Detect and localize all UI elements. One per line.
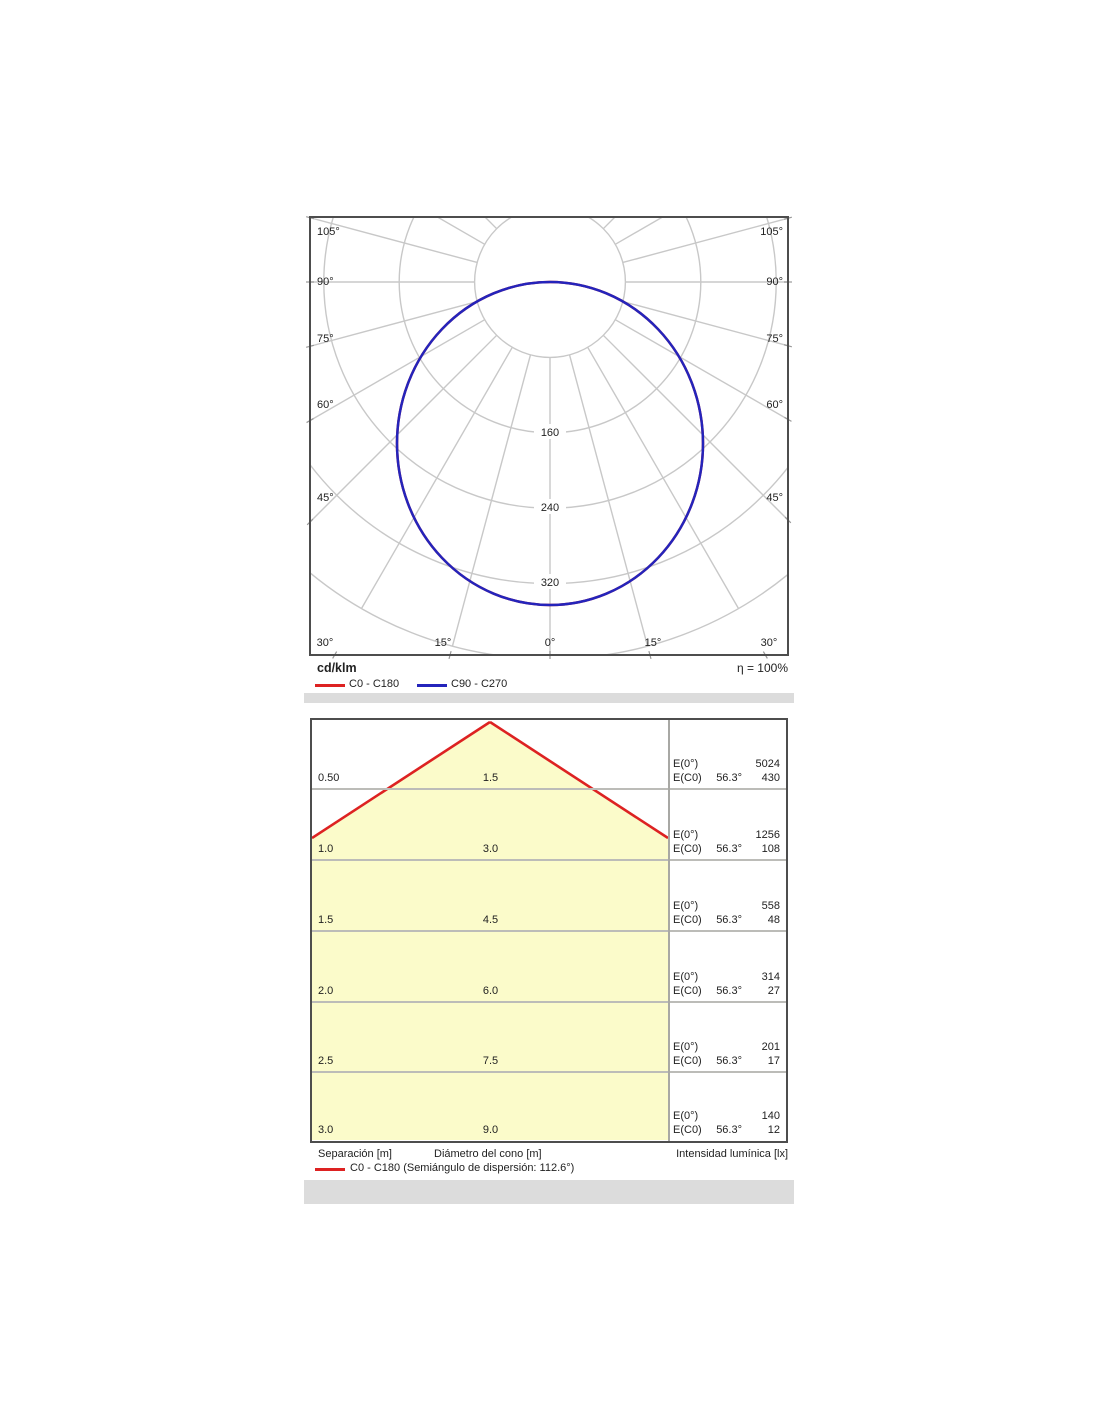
beam-half-angle-value: 56.3° bbox=[716, 985, 742, 997]
polar-unit-label: cd/klm bbox=[317, 661, 357, 675]
e0-label: E(0°) bbox=[673, 1041, 699, 1053]
angle-label-right: 45° bbox=[766, 492, 783, 504]
cone-legend-label: C0 - C180 (Semiángulo de dispersión: 112… bbox=[350, 1162, 575, 1174]
beam-half-angle-value: 56.3° bbox=[716, 914, 742, 926]
angle-label-left: 90° bbox=[317, 276, 334, 288]
row-separator bbox=[312, 788, 786, 790]
beam-edge-left bbox=[312, 720, 491, 840]
legend-swatch-c0-c180 bbox=[315, 684, 345, 687]
ring-value-label: 160 bbox=[541, 427, 559, 439]
diameter-value: 4.5 bbox=[482, 914, 499, 926]
polar-chart-frame bbox=[309, 216, 789, 656]
ec0-label: E(C0) bbox=[673, 985, 702, 997]
cone-diagram-body: 0.50 1.5 E(0°) 5024 E(C0) 56.3° 430 1.0 3.0 E(0°)… bbox=[312, 720, 786, 1141]
row-separator bbox=[312, 930, 786, 932]
ec0-value: 48 bbox=[767, 914, 780, 926]
e0-value: 140 bbox=[761, 1110, 780, 1122]
separation-value: 1.0 bbox=[318, 843, 334, 855]
separation-value: 0.50 bbox=[318, 772, 340, 784]
legend-label-c90-c270: C90 - C270 bbox=[451, 678, 508, 690]
ec0-value: 430 bbox=[761, 772, 780, 784]
e0-value: 5024 bbox=[755, 758, 780, 770]
beam-half-angle-value: 56.3° bbox=[716, 772, 742, 784]
angle-label-bottom: 15° bbox=[645, 637, 662, 649]
ec0-label: E(C0) bbox=[673, 914, 702, 926]
cone-legend-swatch bbox=[315, 1168, 345, 1171]
row-separator bbox=[312, 1071, 786, 1073]
ec0-label: E(C0) bbox=[673, 843, 702, 855]
legend-label-c0-c180: C0 - C180 bbox=[349, 678, 400, 690]
angle-label-right: 60° bbox=[766, 399, 783, 411]
angle-label-right: 105° bbox=[760, 226, 783, 238]
angle-label-right: 90° bbox=[766, 276, 783, 288]
e0-value: 314 bbox=[761, 971, 780, 983]
angle-label-bottom: 15° bbox=[435, 637, 452, 649]
footer-separation-label: Separación [m] bbox=[318, 1148, 392, 1160]
ec0-value: 27 bbox=[767, 985, 780, 997]
row-separator bbox=[312, 1001, 786, 1003]
footer-intensity-label: Intensidad lumínica [lx] bbox=[676, 1148, 788, 1160]
ring-value-label: 320 bbox=[541, 577, 559, 589]
e0-label: E(0°) bbox=[673, 1110, 699, 1122]
e0-label: E(0°) bbox=[673, 829, 699, 841]
polar-distribution-chart: 160 240 320 105° 105° 90° 90° 75° 75° 60° 60° 45° 45… bbox=[305, 216, 793, 660]
angle-label-left: 60° bbox=[317, 399, 334, 411]
angle-label-bottom: 0° bbox=[545, 637, 556, 649]
footer-diameter-label: Diámetro del cono [m] bbox=[434, 1148, 542, 1160]
e0-label: E(0°) bbox=[673, 971, 699, 983]
diameter-value: 1.5 bbox=[482, 772, 499, 784]
beam-half-angle-value: 56.3° bbox=[716, 1055, 742, 1067]
ec0-label: E(C0) bbox=[673, 1124, 702, 1136]
e0-label: E(0°) bbox=[673, 758, 699, 770]
bottom-separator-bar bbox=[304, 1180, 794, 1204]
angle-label-bottom: 30° bbox=[761, 637, 778, 649]
e0-label: E(0°) bbox=[673, 900, 699, 912]
angle-label-right: 75° bbox=[766, 333, 783, 345]
legend-swatch-c90-c270 bbox=[417, 684, 447, 687]
beam-edge-right bbox=[489, 720, 669, 840]
beam-half-angle-value: 56.3° bbox=[716, 843, 742, 855]
cone-diagram-table: 0.50 1.5 E(0°) 5024 E(C0) 56.3° 430 1.0 3.0 E(0°)… bbox=[310, 718, 788, 1143]
column-divider bbox=[668, 720, 670, 1141]
diameter-value: 9.0 bbox=[482, 1124, 499, 1136]
diameter-value: 3.0 bbox=[482, 843, 499, 855]
c90-c270-curve bbox=[395, 280, 705, 607]
section-separator-bar bbox=[304, 693, 794, 703]
ec0-value: 17 bbox=[767, 1055, 780, 1067]
efficiency-label: η = 100% bbox=[736, 661, 788, 675]
diameter-value: 7.5 bbox=[482, 1055, 499, 1067]
separation-value: 2.0 bbox=[318, 985, 334, 997]
separation-value: 2.5 bbox=[318, 1055, 334, 1067]
separation-value: 3.0 bbox=[318, 1124, 334, 1136]
beam-half-angle-value: 56.3° bbox=[716, 1124, 742, 1136]
angle-label-bottom: 30° bbox=[317, 637, 334, 649]
ec0-label: E(C0) bbox=[673, 1055, 702, 1067]
angle-label-left: 45° bbox=[317, 492, 334, 504]
e0-value: 558 bbox=[761, 900, 780, 912]
diameter-value: 6.0 bbox=[482, 985, 499, 997]
e0-value: 1256 bbox=[755, 829, 780, 841]
ec0-label: E(C0) bbox=[673, 772, 702, 784]
ec0-value: 108 bbox=[761, 843, 780, 855]
ec0-value: 12 bbox=[767, 1124, 780, 1136]
row-separator bbox=[312, 859, 786, 861]
angle-label-left: 105° bbox=[317, 226, 340, 238]
e0-value: 201 bbox=[761, 1041, 780, 1053]
ring-value-label: 240 bbox=[541, 502, 559, 514]
angle-label-left: 75° bbox=[317, 333, 334, 345]
separation-value: 1.5 bbox=[318, 914, 334, 926]
